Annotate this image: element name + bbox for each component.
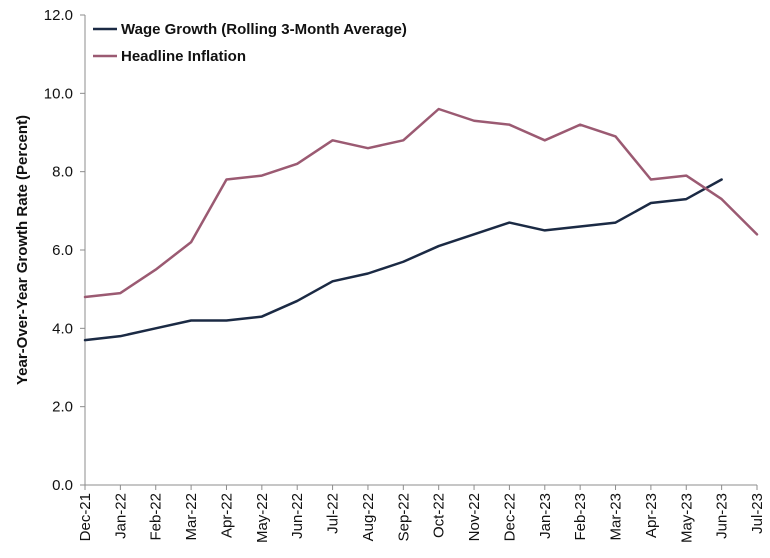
x-tick-label: Jul-23 <box>749 493 766 534</box>
legend-label-headline-inflation: Headline Inflation <box>121 48 246 65</box>
y-axis-title: Year-Over-Year Growth Rate (Percent) <box>14 115 31 385</box>
x-axis: Dec-21 Jan-22 Feb-22 Mar-22 Apr-22 May-22 Jun-… <box>77 484 766 543</box>
legend-item-wage-growth: Wage Growth (Rolling 3-Month Average) <box>93 21 407 38</box>
x-tick-label: Apr-22 <box>218 493 235 538</box>
x-tick-label: Dec-22 <box>501 493 518 541</box>
x-tick-label: Jun-23 <box>714 493 731 539</box>
y-tick-label: 0.0 <box>52 477 73 494</box>
x-tick-label: Aug-22 <box>360 493 377 541</box>
x-tick-label: Mar-23 <box>608 493 625 541</box>
x-tick-label: May-22 <box>254 493 271 543</box>
y-axis: 0.0 2.0 4.0 6.0 8.0 10.0 12.0 <box>44 7 86 494</box>
x-tick-label: Mar-22 <box>183 493 200 541</box>
x-tick-label: Jul-22 <box>325 493 342 534</box>
x-tick-label: Oct-22 <box>431 493 448 538</box>
legend: Wage Growth (Rolling 3-Month Average) He… <box>93 21 407 65</box>
x-tick-label: Nov-22 <box>466 493 483 541</box>
x-tick-label: Feb-22 <box>148 493 165 541</box>
x-tick-label: Jun-22 <box>289 493 306 539</box>
legend-label-wage-growth: Wage Growth (Rolling 3-Month Average) <box>121 21 407 38</box>
series-line-wage-growth-rolling-3-month-average <box>83 178 723 342</box>
x-tick-label: May-23 <box>678 493 695 543</box>
x-tick-label: Jan-22 <box>112 493 129 539</box>
x-tick-label: Sep-22 <box>395 493 412 541</box>
y-tick-label: 12.0 <box>44 7 73 24</box>
y-tick-label: 10.0 <box>44 85 73 102</box>
y-tick-label: 8.0 <box>52 164 73 181</box>
x-tick-label: Apr-23 <box>643 493 660 538</box>
y-tick-label: 4.0 <box>52 320 73 337</box>
x-tick-label: Jan-23 <box>537 493 554 539</box>
series-lines <box>83 107 759 342</box>
legend-item-headline-inflation: Headline Inflation <box>93 48 246 65</box>
y-tick-label: 6.0 <box>52 242 73 259</box>
x-tick-label: Dec-21 <box>77 493 94 541</box>
series-line-headline-inflation <box>83 107 759 299</box>
x-tick-label: Feb-23 <box>572 493 589 541</box>
y-tick-label: 2.0 <box>52 399 73 416</box>
